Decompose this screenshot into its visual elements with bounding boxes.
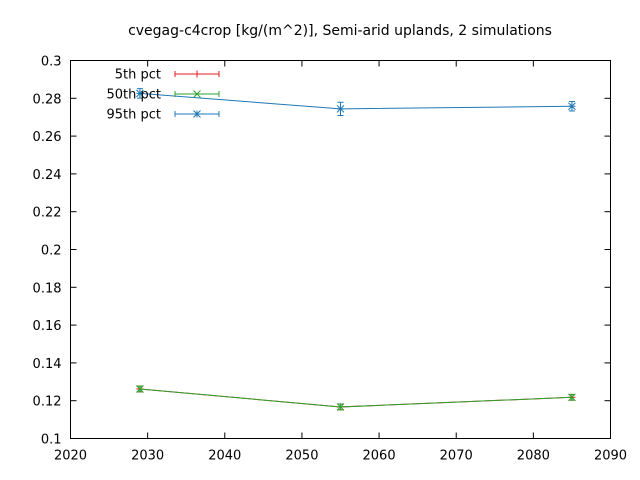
data-point-stroke xyxy=(136,89,144,98)
y-tick-label: 0.2 xyxy=(41,244,62,259)
y-tick-label: 0.24 xyxy=(33,168,62,183)
y-tick-label: 0.14 xyxy=(33,357,62,372)
data-point-stroke xyxy=(336,105,345,113)
data-point xyxy=(136,89,144,98)
x-tick-label: 2040 xyxy=(208,449,241,464)
data-point-stroke xyxy=(136,385,144,393)
legend-marker-stroke xyxy=(193,110,201,118)
data-point xyxy=(136,385,144,393)
series-2 xyxy=(136,88,576,116)
y-tick-label: 0.1 xyxy=(41,433,62,448)
series-line xyxy=(139,92,572,110)
x-tick-label: 2090 xyxy=(594,449,627,464)
legend-label: 95th pct xyxy=(106,108,161,123)
y-tick-label: 0.22 xyxy=(33,206,62,221)
x-tick-label: 2030 xyxy=(131,449,164,464)
series-1 xyxy=(136,385,576,411)
y-tick-label: 0.3 xyxy=(41,55,62,70)
series-line xyxy=(139,388,572,408)
y-axis: 0.1 0.12 0.14 0.16 0.18 0.2 0.22 0.24 0.26 0.28 0.… xyxy=(33,55,611,448)
y-tick-label: 0.16 xyxy=(33,319,62,334)
data-point xyxy=(336,403,345,411)
data-point xyxy=(568,393,576,402)
data-point xyxy=(568,102,576,111)
data-point-stroke xyxy=(568,102,576,111)
y-tick-label: 0.26 xyxy=(33,130,62,145)
chart-title: cvegag-c4crop [kg/(m^2)], Semi-arid upla… xyxy=(128,23,552,39)
y-tick-label: 0.12 xyxy=(33,395,62,410)
data-point xyxy=(336,105,345,113)
legend-marker-stroke xyxy=(193,90,201,98)
legend-marker xyxy=(193,110,201,118)
legend-label: 5th pct xyxy=(115,68,161,83)
y-tick-label: 0.28 xyxy=(33,92,62,107)
data-point-stroke xyxy=(336,403,345,411)
x-axis: 2020 2030 2040 2050 2060 2070 2080 2090 xyxy=(54,60,627,464)
x-tick-label: 2050 xyxy=(285,449,318,464)
legend-marker xyxy=(193,90,201,98)
series-layer xyxy=(136,88,576,411)
y-tick-label: 0.18 xyxy=(33,281,62,296)
x-tick-label: 2020 xyxy=(54,449,87,464)
x-tick-label: 2080 xyxy=(517,449,550,464)
x-tick-label: 2060 xyxy=(363,449,396,464)
data-point-stroke xyxy=(568,393,576,402)
x-tick-label: 2070 xyxy=(440,449,473,464)
legend: 5th pct 50th pct 95th pct xyxy=(106,68,220,123)
series-line xyxy=(139,388,572,408)
legend-marker xyxy=(193,70,201,78)
legend-label: 50th pct xyxy=(106,88,161,103)
